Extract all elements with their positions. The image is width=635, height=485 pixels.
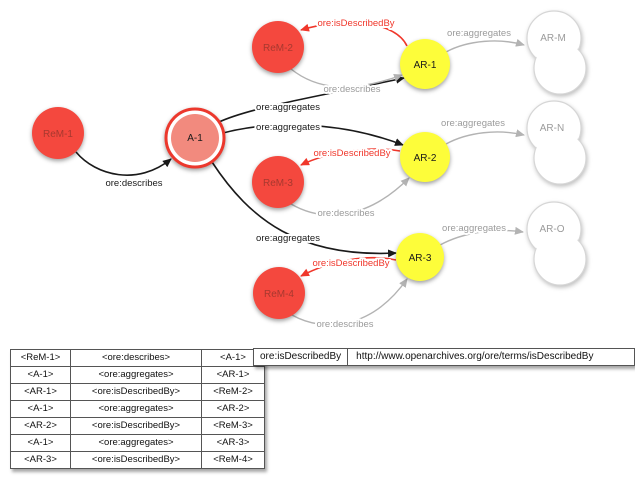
table-cell: <AR-3> — [10, 451, 71, 469]
edge-label-isdescribedby-3: ore:isDescribedBy — [312, 258, 389, 269]
table-cell: <AR-1> — [201, 366, 265, 384]
table-cell: <ore:describes> — [70, 349, 202, 367]
edge-label-aggregates-1: ore:aggregates — [256, 102, 320, 113]
edge-label-describes-2: ore:describes — [323, 84, 380, 95]
table-row: ore:isDescribedBy http://www.openarchive… — [252, 348, 635, 366]
node-label-ar-2: AR-2 — [414, 153, 437, 164]
edge-ar2-isdescribedby-rem3 — [300, 148, 401, 166]
table-row: <ReM-1> <ore:describes> <A-1> — [10, 349, 265, 367]
table-cell: <AR-2> — [201, 400, 265, 418]
edge-rem3-describes-ar2 — [290, 177, 410, 216]
edge-label-aggregates-3: ore:aggregates — [256, 233, 320, 244]
table-cell: <ore:isDescribedBy> — [70, 451, 202, 469]
table-cell: <ore:aggregates> — [70, 366, 202, 384]
cloud-ar-o: AR-O — [526, 201, 587, 286]
edges — [75, 21, 525, 326]
table-cell: <ore:isDescribedBy> — [70, 383, 202, 401]
edge-ar3-isdescribedby-rem4 — [300, 256, 397, 277]
edge-ar1-isdescribedby-rem2 — [300, 21, 408, 47]
edge-ar1-aggregates-arm — [445, 38, 525, 53]
node-label-ar-3: AR-3 — [409, 253, 432, 264]
cloud-ar-n: AR-N — [526, 100, 587, 185]
table-row: <A-1> <ore:aggregates> <AR-3> — [10, 434, 265, 452]
node-label-rem-4: ReM-4 — [264, 289, 294, 300]
cloud-label-ar-o: AR-O — [540, 224, 565, 235]
table-cell: <ore:isDescribedBy> — [70, 417, 202, 435]
edge-label-describes-1: ore:describes — [105, 178, 162, 189]
edge-label-isdescribedby-2: ore:isDescribedBy — [313, 148, 390, 159]
table-cell: <AR-2> — [10, 417, 71, 435]
edge-label-aggregates-5: ore:aggregates — [441, 118, 505, 129]
table-row: <A-1> <ore:aggregates> <AR-2> — [10, 400, 265, 418]
table-cell: <A-1> — [10, 400, 71, 418]
node-label-a-1: A-1 — [187, 133, 203, 144]
table-row: <A-1> <ore:aggregates> <AR-1> — [10, 366, 265, 384]
table-cell: <ReM-4> — [201, 451, 265, 469]
node-label-rem-1: ReM-1 — [43, 129, 73, 140]
node-label-rem-3: ReM-3 — [263, 178, 293, 189]
edge-rem4-describes-ar3 — [291, 278, 408, 326]
node-label-ar-1: AR-1 — [414, 60, 437, 71]
table-cell: <A-1> — [10, 434, 71, 452]
node-ar-3: AR-3 — [396, 233, 444, 281]
cloud-label-ar-m: AR-M — [540, 33, 566, 44]
node-rem-3: ReM-3 — [252, 156, 304, 208]
edge-ar2-aggregates-arn — [445, 129, 525, 145]
edge-a1-aggregates-ar3 — [211, 161, 397, 258]
edge-rem2-describes-ar1 — [290, 68, 403, 88]
namespace-uri-cell: http://www.openarchives.org/ore/terms/is… — [347, 348, 635, 366]
table-row: <AR-3> <ore:isDescribedBy> <ReM-4> — [10, 451, 265, 469]
node-rem-1: ReM-1 — [32, 107, 84, 159]
edge-label-aggregates-6: ore:aggregates — [442, 223, 506, 234]
table-row: <AR-2> <ore:isDescribedBy> <ReM-3> — [10, 417, 265, 435]
table-cell: <ore:aggregates> — [70, 400, 202, 418]
table-cell: <ReM-1> — [10, 349, 71, 367]
node-a-1: A-1 — [164, 107, 226, 169]
edge-label-describes-3: ore:describes — [317, 208, 374, 219]
namespace-table: ore:isDescribedBy http://www.openarchive… — [252, 348, 635, 366]
cloud-label-ar-n: AR-N — [540, 123, 564, 134]
node-label-rem-2: ReM-2 — [263, 43, 293, 54]
table-cell: <AR-1> — [10, 383, 71, 401]
edge-a1-aggregates-ar1 — [218, 75, 405, 123]
triples-table: <ReM-1> <ore:describes> <A-1> <A-1> <ore… — [10, 349, 265, 469]
edge-label-describes-4: ore:describes — [316, 319, 373, 330]
nodes: ReM-1 A-1 ReM-2 AR-1 ReM-3 AR-2 — [32, 21, 450, 319]
table-cell: <ReM-2> — [201, 383, 265, 401]
table-cell: <ore:aggregates> — [70, 434, 202, 452]
node-rem-4: ReM-4 — [253, 267, 305, 319]
node-rem-2: ReM-2 — [252, 21, 304, 73]
table-cell: <ReM-3> — [201, 417, 265, 435]
edge-a1-aggregates-ar2 — [222, 124, 404, 146]
edge-label-isdescribedby-1: ore:isDescribedBy — [317, 18, 394, 29]
node-ar-1: AR-1 — [400, 39, 450, 89]
table-cell: <AR-3> — [201, 434, 265, 452]
edge-rem1-describes-a1 — [75, 151, 172, 176]
edge-label-aggregates-4: ore:aggregates — [447, 28, 511, 39]
namespace-prefix-cell: ore:isDescribedBy — [252, 348, 349, 366]
ore-graph-diagram: AR-M AR-N AR-O — [32, 10, 587, 332]
table-row: <AR-1> <ore:isDescribedBy> <ReM-2> — [10, 383, 265, 401]
cloud-ar-m: AR-M — [526, 10, 587, 95]
edge-ar3-aggregates-aro — [439, 226, 524, 246]
table-cell: <A-1> — [10, 366, 71, 384]
edge-labels: ore:describes ore:aggregates ore:aggrega… — [103, 16, 513, 332]
edge-label-aggregates-2: ore:aggregates — [256, 122, 320, 133]
node-ar-2: AR-2 — [400, 132, 450, 182]
